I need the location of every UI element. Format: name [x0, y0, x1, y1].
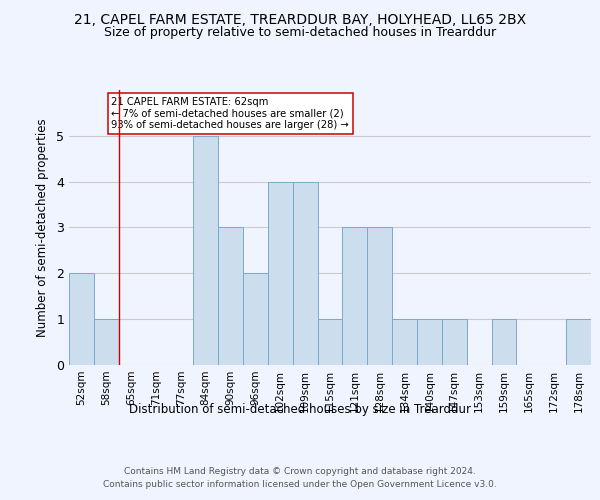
Bar [69, 274, 94, 365]
Text: 21 CAPEL FARM ESTATE: 62sqm
← 7% of semi-detached houses are smaller (2)
93% of : 21 CAPEL FARM ESTATE: 62sqm ← 7% of semi… [111, 97, 349, 130]
Bar [417, 319, 442, 365]
Bar [293, 182, 317, 365]
Text: 21, CAPEL FARM ESTATE, TREARDDUR BAY, HOLYHEAD, LL65 2BX: 21, CAPEL FARM ESTATE, TREARDDUR BAY, HO… [74, 12, 526, 26]
Bar [268, 182, 293, 365]
Text: Size of property relative to semi-detached houses in Trearddur: Size of property relative to semi-detach… [104, 26, 496, 39]
Text: Contains public sector information licensed under the Open Government Licence v3: Contains public sector information licen… [103, 480, 497, 489]
Bar [343, 228, 367, 365]
Bar [94, 319, 119, 365]
Bar [392, 319, 417, 365]
Bar [491, 319, 517, 365]
Bar [243, 274, 268, 365]
Bar [218, 228, 243, 365]
Bar [193, 136, 218, 365]
Bar [317, 319, 343, 365]
Bar [367, 228, 392, 365]
Bar [566, 319, 591, 365]
Y-axis label: Number of semi-detached properties: Number of semi-detached properties [36, 118, 49, 337]
Bar [442, 319, 467, 365]
Text: Distribution of semi-detached houses by size in Trearddur: Distribution of semi-detached houses by … [129, 402, 471, 415]
Text: Contains HM Land Registry data © Crown copyright and database right 2024.: Contains HM Land Registry data © Crown c… [124, 468, 476, 476]
